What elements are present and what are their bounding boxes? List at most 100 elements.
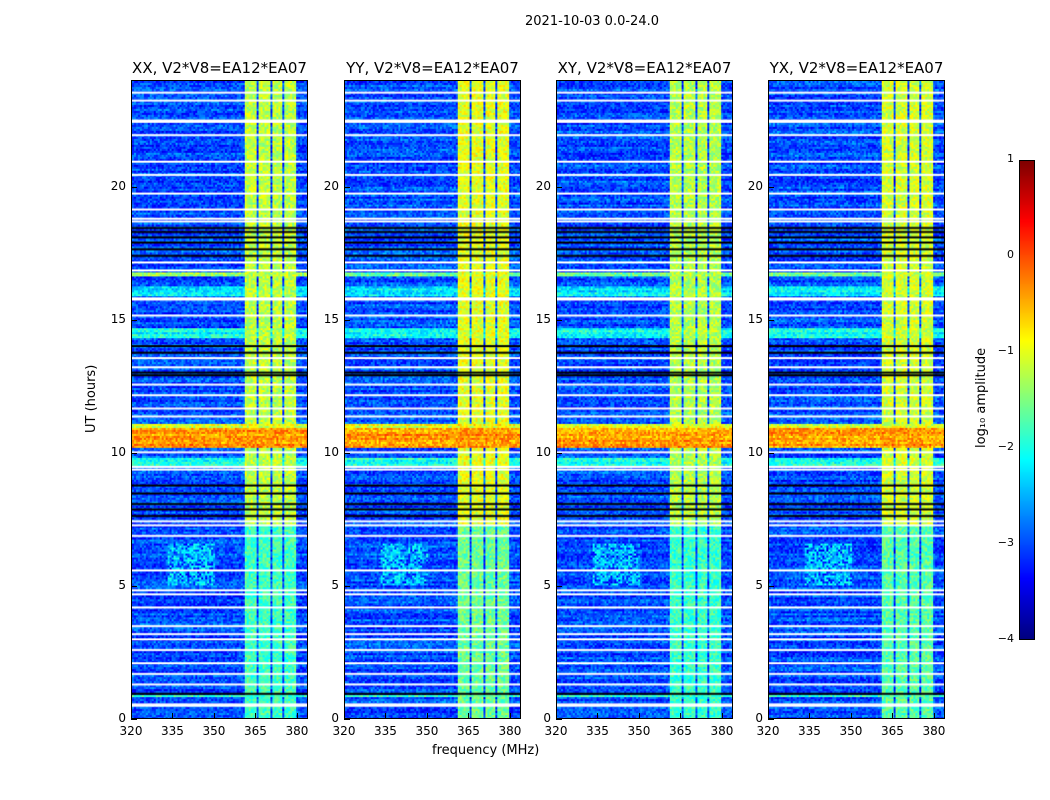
panel-title: YY, V2*V8=EA12*EA07 — [346, 59, 519, 77]
y-tick — [344, 719, 350, 720]
x-tick-label: 320 — [119, 724, 143, 738]
x-tick-label: 350 — [202, 724, 226, 738]
heatmap-2 — [557, 81, 732, 718]
panel-title: YX, V2*V8=EA12*EA07 — [769, 59, 944, 77]
y-tick-label: 20 — [110, 178, 126, 193]
colorbar-tick-label: −2 — [997, 440, 1014, 453]
y-tick — [344, 186, 350, 188]
x-tick — [638, 713, 640, 719]
x-tick — [131, 713, 132, 719]
y-tick — [131, 585, 137, 587]
colorbar-tick-label: −1 — [997, 344, 1014, 357]
x-tick-label: 335 — [161, 724, 184, 738]
colorbar-tick-label: 1 — [1007, 152, 1014, 165]
y-tick — [768, 719, 774, 720]
x-tick — [809, 713, 811, 719]
y-tick-label: 15 — [110, 311, 126, 326]
x-tick — [213, 713, 215, 719]
x-tick — [850, 713, 852, 719]
x-tick-label: 350 — [627, 724, 651, 738]
y-tick — [556, 719, 562, 720]
y-tick-label: 15 — [323, 311, 339, 326]
x-tick-label: 380 — [710, 724, 734, 738]
x-tick — [172, 713, 174, 719]
heatmap-1 — [345, 81, 520, 718]
waterfall-panel-3 — [768, 80, 945, 719]
y-tick — [344, 452, 350, 454]
y-tick-label: 0 — [755, 711, 763, 725]
y-tick — [344, 585, 350, 587]
x-tick — [597, 713, 599, 719]
x-tick — [344, 713, 345, 719]
y-tick — [131, 719, 137, 720]
waterfall-panel-1 — [344, 80, 521, 719]
colorbar-tick-label: 0 — [1007, 248, 1014, 261]
y-tick-label: 5 — [331, 577, 339, 592]
x-tick-label: 335 — [798, 724, 821, 738]
x-tick-label: 320 — [332, 724, 356, 738]
waterfall-panel-0 — [131, 80, 308, 719]
x-tick-label: 335 — [586, 724, 609, 738]
x-tick — [933, 713, 935, 719]
colorbar-tick-label: −4 — [997, 632, 1014, 645]
panel-title: XX, V2*V8=EA12*EA07 — [132, 59, 307, 77]
figure-title: 2021-10-03 0.0-24.0 — [525, 14, 659, 29]
y-tick-label: 20 — [323, 178, 339, 193]
y-tick — [556, 452, 562, 454]
x-tick-label: 320 — [756, 724, 780, 738]
heatmap-3 — [769, 81, 944, 718]
y-tick-label: 10 — [110, 444, 126, 459]
y-tick-label: 10 — [323, 444, 339, 459]
y-tick-label: 10 — [535, 444, 551, 459]
y-tick — [556, 585, 562, 587]
x-tick — [296, 713, 298, 719]
x-axis-label: frequency (MHz) — [432, 743, 540, 758]
y-tick-label: 0 — [331, 711, 339, 725]
y-axis-label: UT (hours) — [84, 364, 99, 433]
x-tick — [721, 713, 723, 719]
x-tick-label: 365 — [244, 724, 267, 738]
y-tick-label: 5 — [755, 577, 763, 592]
colorbar — [1019, 160, 1035, 640]
y-tick — [768, 186, 774, 188]
heatmap-0 — [132, 81, 307, 718]
x-tick — [768, 713, 769, 719]
x-tick — [892, 713, 894, 719]
y-tick-label: 0 — [543, 711, 551, 725]
y-tick — [556, 186, 562, 188]
y-tick — [344, 319, 350, 321]
x-tick — [680, 713, 682, 719]
y-tick — [131, 186, 137, 188]
x-tick-label: 335 — [374, 724, 397, 738]
x-tick-label: 380 — [498, 724, 522, 738]
colorbar-tick-label: −3 — [997, 536, 1014, 549]
y-tick-label: 10 — [747, 444, 763, 459]
colorbar-label: log₁₀ amplitude — [974, 347, 989, 448]
x-tick — [255, 713, 257, 719]
x-tick-label: 365 — [457, 724, 480, 738]
x-tick-label: 365 — [669, 724, 692, 738]
y-tick — [768, 452, 774, 454]
y-tick-label: 0 — [118, 711, 126, 725]
y-tick-label: 5 — [543, 577, 551, 592]
x-tick — [468, 713, 470, 719]
x-tick-label: 380 — [922, 724, 946, 738]
panel-title: XY, V2*V8=EA12*EA07 — [557, 59, 732, 77]
x-tick-label: 350 — [415, 724, 439, 738]
x-tick — [509, 713, 511, 719]
y-tick — [556, 319, 562, 321]
y-tick — [131, 452, 137, 454]
y-tick — [768, 585, 774, 587]
y-tick-label: 20 — [747, 178, 763, 193]
y-tick — [768, 319, 774, 321]
y-tick-label: 15 — [747, 311, 763, 326]
x-tick-label: 320 — [544, 724, 568, 738]
x-tick — [385, 713, 387, 719]
x-tick — [426, 713, 428, 719]
y-tick-label: 20 — [535, 178, 551, 193]
x-tick — [556, 713, 557, 719]
y-tick — [131, 319, 137, 321]
x-tick-label: 365 — [881, 724, 904, 738]
x-tick-label: 380 — [285, 724, 309, 738]
